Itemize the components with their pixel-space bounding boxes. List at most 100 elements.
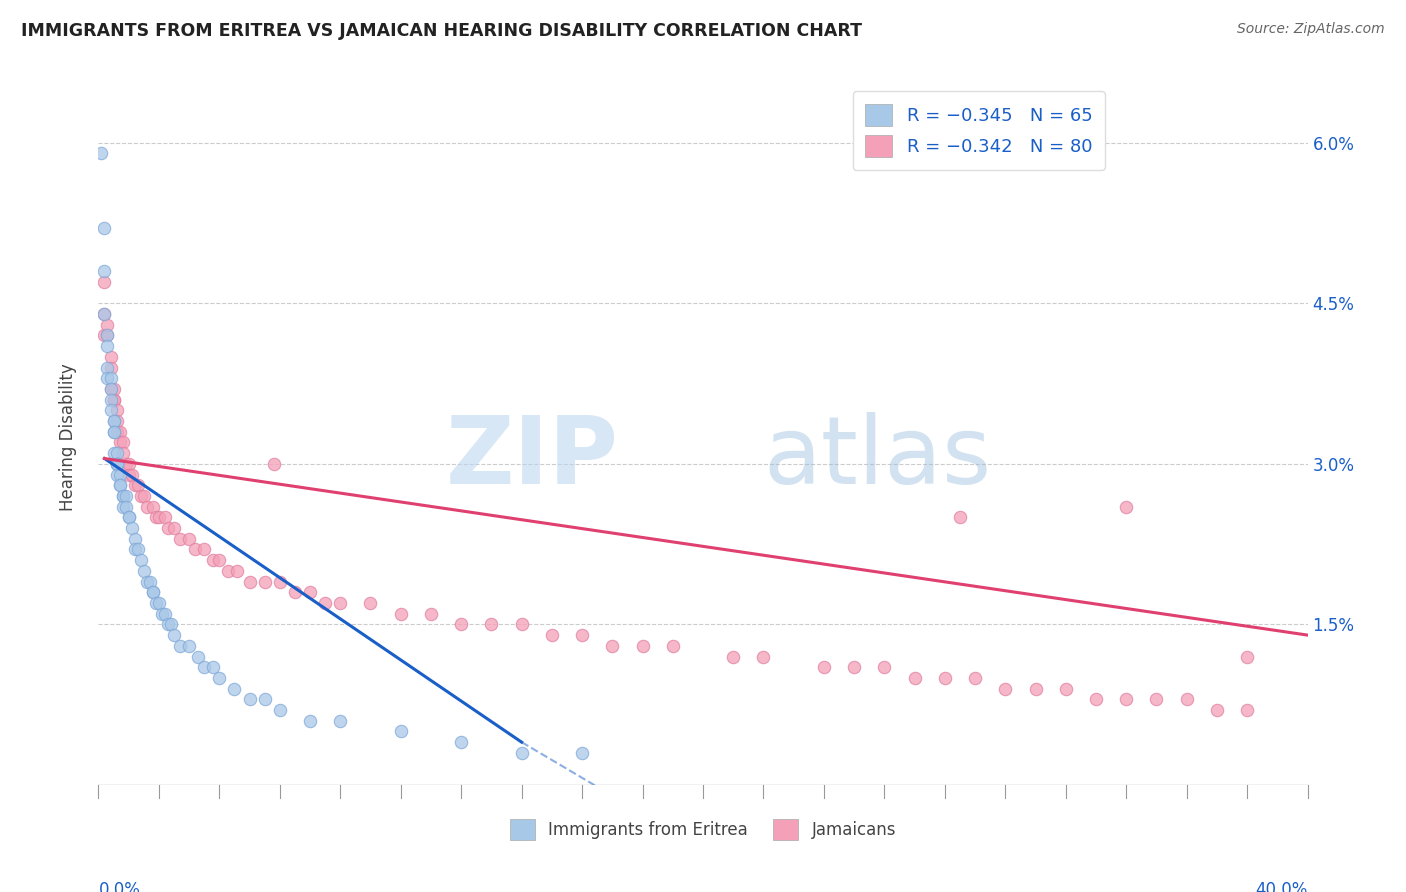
Point — [93, 275, 115, 289]
Point — [239, 692, 262, 706]
Point — [510, 617, 533, 632]
Point — [111, 489, 134, 503]
Point — [96, 328, 118, 343]
Point — [1115, 500, 1137, 514]
Point — [142, 585, 165, 599]
Point — [108, 435, 131, 450]
Point — [105, 457, 128, 471]
Point — [163, 521, 186, 535]
Point — [571, 628, 593, 642]
Point — [1024, 681, 1046, 696]
Point — [450, 735, 472, 749]
Text: IMMIGRANTS FROM ERITREA VS JAMAICAN HEARING DISABILITY CORRELATION CHART: IMMIGRANTS FROM ERITREA VS JAMAICAN HEAR… — [21, 22, 862, 40]
Text: 0.0%: 0.0% — [98, 881, 141, 892]
Point — [217, 564, 239, 578]
Point — [269, 574, 291, 589]
Point — [96, 339, 118, 353]
Point — [96, 328, 118, 343]
Point — [1054, 681, 1077, 696]
Point — [813, 660, 835, 674]
Point — [150, 607, 173, 621]
Point — [105, 467, 128, 482]
Point — [105, 457, 128, 471]
Point — [111, 435, 134, 450]
Point — [118, 510, 141, 524]
Point — [103, 425, 125, 439]
Point — [111, 500, 134, 514]
Point — [103, 392, 125, 407]
Point — [124, 478, 146, 492]
Point — [132, 564, 155, 578]
Point — [631, 639, 654, 653]
Text: Hearing Disability: Hearing Disability — [59, 363, 77, 511]
Point — [934, 671, 956, 685]
Point — [284, 585, 307, 599]
Point — [510, 746, 533, 760]
Point — [360, 596, 382, 610]
Point — [100, 403, 122, 417]
Point — [193, 660, 215, 674]
Point — [100, 371, 122, 385]
Point — [145, 510, 167, 524]
Point — [103, 446, 125, 460]
Point — [253, 574, 276, 589]
Point — [153, 510, 176, 524]
Point — [1206, 703, 1229, 717]
Point — [904, 671, 927, 685]
Point — [949, 510, 972, 524]
Point — [148, 510, 170, 524]
Point — [571, 746, 593, 760]
Point — [602, 639, 624, 653]
Point — [124, 542, 146, 557]
Point — [135, 574, 157, 589]
Point — [314, 596, 336, 610]
Point — [90, 146, 112, 161]
Text: Source: ZipAtlas.com: Source: ZipAtlas.com — [1237, 22, 1385, 37]
Point — [193, 542, 215, 557]
Point — [118, 457, 141, 471]
Point — [263, 457, 285, 471]
Point — [202, 660, 225, 674]
Point — [139, 574, 162, 589]
Point — [105, 414, 128, 428]
Legend: Immigrants from Eritrea, Jamaicans: Immigrants from Eritrea, Jamaicans — [503, 813, 903, 847]
Point — [100, 382, 122, 396]
Point — [661, 639, 683, 653]
Point — [121, 467, 143, 482]
Point — [96, 360, 118, 375]
Point — [132, 489, 155, 503]
Point — [1144, 692, 1167, 706]
Point — [103, 425, 125, 439]
Point — [121, 521, 143, 535]
Point — [111, 446, 134, 460]
Point — [226, 564, 249, 578]
Point — [93, 307, 115, 321]
Point — [129, 553, 152, 567]
Point — [450, 617, 472, 632]
Point — [269, 703, 291, 717]
Point — [156, 617, 179, 632]
Point — [142, 500, 165, 514]
Point — [299, 585, 322, 599]
Point — [93, 221, 115, 235]
Point — [124, 532, 146, 546]
Point — [723, 649, 745, 664]
Point — [187, 649, 209, 664]
Point — [184, 542, 207, 557]
Point — [994, 681, 1017, 696]
Point — [100, 382, 122, 396]
Point — [253, 692, 276, 706]
Point — [202, 553, 225, 567]
Point — [142, 585, 165, 599]
Text: atlas: atlas — [763, 412, 991, 504]
Point — [179, 639, 201, 653]
Point — [127, 542, 149, 557]
Point — [752, 649, 775, 664]
Point — [108, 467, 131, 482]
Point — [129, 489, 152, 503]
Point — [108, 478, 131, 492]
Point — [135, 500, 157, 514]
Point — [118, 467, 141, 482]
Point — [108, 478, 131, 492]
Point — [163, 628, 186, 642]
